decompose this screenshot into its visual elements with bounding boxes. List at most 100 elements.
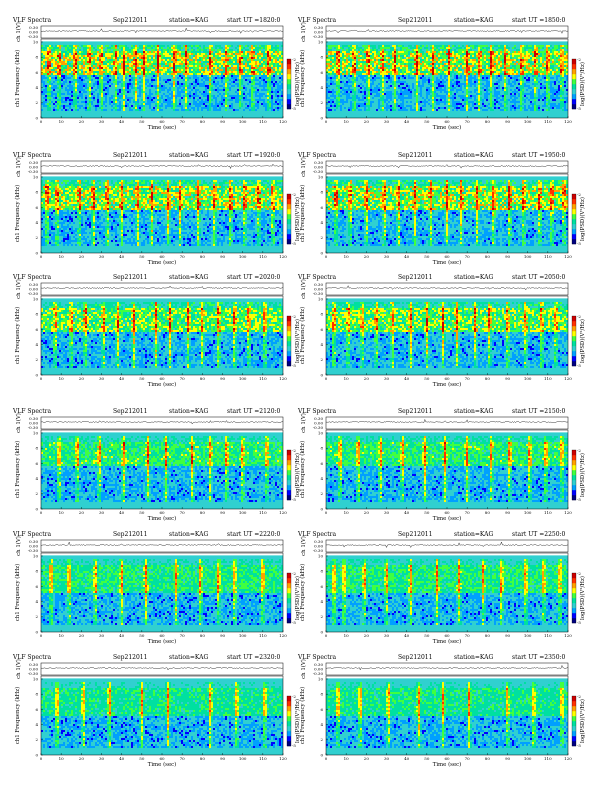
waveform-tick-label: -0.30	[313, 671, 324, 676]
y-tick-label: 4	[320, 342, 323, 347]
x-tick-label: 90	[505, 756, 511, 761]
x-tick-label: 40	[119, 633, 125, 638]
waveform-axis-label: ch 1(V)	[300, 536, 307, 556]
y-tick-label: 10	[318, 174, 324, 179]
x-tick-label: 10	[59, 376, 65, 381]
y-tick-label: 8	[320, 55, 323, 60]
x-tick-label: 80	[200, 119, 206, 124]
y-tick-label: 4	[320, 476, 323, 481]
waveform-tick-label: 0.00	[29, 286, 38, 291]
colorbar-min: -5	[577, 241, 581, 246]
y-axis-label: ch1 Frequency (kHz)	[299, 185, 306, 243]
x-tick-label: 120	[279, 510, 287, 515]
panel-station: station=KAG	[169, 531, 208, 538]
panel-station: station=KAG	[169, 408, 208, 415]
panel-title: VLF Spectra	[297, 274, 337, 281]
x-tick-label: 20	[79, 254, 85, 259]
panel-title: VLF Spectra	[297, 531, 337, 538]
y-tick-label: 8	[320, 190, 323, 195]
waveform-tick-label: -0.30	[313, 34, 324, 39]
x-tick-label: 70	[180, 254, 186, 259]
waveform-trace	[325, 418, 569, 423]
x-tick-label: 90	[220, 633, 226, 638]
y-axis-label: ch1 Frequency (kHz)	[14, 307, 21, 365]
x-tick-label: 10	[59, 254, 65, 259]
x-tick-label: 60	[159, 254, 165, 259]
y-tick-label: 10	[33, 676, 39, 681]
colorbar-max: -2	[577, 448, 581, 453]
x-tick-label: 30	[99, 376, 105, 381]
spectrogram-cells	[326, 559, 568, 625]
x-tick-label: 100	[239, 254, 247, 259]
spectrogram-cells	[326, 302, 568, 368]
waveform-tick-label: 0.00	[29, 543, 38, 548]
x-tick-label: 70	[180, 119, 186, 124]
x-tick-label: 120	[279, 119, 287, 124]
waveform-axis-label: ch 1(V)	[15, 279, 22, 299]
panel-station: station=KAG	[169, 152, 208, 159]
x-tick-label: 60	[444, 376, 450, 381]
panel-date: Sep212011	[398, 408, 432, 415]
panel-station: station=KAG	[454, 274, 493, 281]
panel-start-ut: start UT =2220:0	[227, 531, 281, 538]
x-tick-label: 50	[139, 376, 145, 381]
waveform-tick-label: -0.30	[28, 34, 39, 39]
x-axis-label: Time (sec)	[148, 638, 177, 645]
waveform-trace	[40, 285, 284, 289]
colorbar-min: -5	[577, 106, 581, 111]
waveform-frame	[40, 282, 284, 296]
y-tick-label: 6	[320, 327, 323, 332]
spectrogram-cells	[41, 180, 283, 246]
panel-title: VLF Spectra	[12, 408, 52, 415]
colorbar-label: log(PSD)(V²/Hz)	[579, 576, 586, 620]
panel-date: Sep212011	[398, 654, 432, 661]
y-tick-label: 8	[320, 446, 323, 451]
waveform-axis-label: ch 1(V)	[300, 279, 307, 299]
x-tick-label: 100	[239, 510, 247, 515]
y-tick-label: 6	[320, 205, 323, 210]
x-tick-label: 80	[200, 633, 206, 638]
x-tick-label: 90	[505, 254, 511, 259]
waveform-axis-label: ch 1(V)	[300, 157, 307, 177]
x-axis-label: Time (sec)	[148, 761, 177, 768]
waveform-frame	[40, 160, 284, 174]
waveform-trace	[40, 420, 284, 425]
panel-date: Sep212011	[113, 17, 147, 24]
x-tick-label: 80	[485, 254, 491, 259]
panel-start-ut: start UT =2350:0	[512, 654, 566, 661]
spectrogram-cells	[326, 45, 568, 111]
colorbar-min: -5	[577, 497, 581, 502]
x-tick-label: 0	[325, 254, 328, 259]
panel-start-ut: start UT =2120:0	[227, 408, 281, 415]
colorbar-label: log(PSD)(V²/Hz)	[579, 453, 586, 497]
waveform-frame	[325, 282, 569, 296]
x-axis-label: Time (sec)	[148, 259, 177, 266]
y-tick-label: 4	[35, 476, 38, 481]
x-tick-label: 90	[220, 119, 226, 124]
colorbar-label: log(PSD)(V²/Hz)	[294, 197, 301, 241]
panel-title: VLF Spectra	[297, 17, 337, 24]
x-tick-label: 70	[465, 376, 471, 381]
x-tick-label: 30	[99, 510, 105, 515]
colorbar-min: -5	[292, 106, 296, 111]
x-tick-label: 0	[40, 119, 43, 124]
x-tick-label: 40	[119, 254, 125, 259]
y-tick-label: 2	[35, 357, 38, 362]
x-tick-label: 30	[99, 756, 105, 761]
panel-start-ut: start UT =1820:0	[227, 17, 281, 24]
waveform-frame	[40, 25, 284, 39]
colorbar-min: -5	[577, 363, 581, 368]
x-tick-label: 80	[200, 756, 206, 761]
y-tick-label: 6	[320, 707, 323, 712]
y-tick-label: 2	[320, 100, 323, 105]
x-tick-label: 40	[119, 510, 125, 515]
x-axis-label: Time (sec)	[148, 381, 177, 388]
panel-title: VLF Spectra	[297, 654, 337, 661]
y-tick-label: 10	[318, 39, 324, 44]
x-tick-label: 110	[544, 510, 552, 515]
panel-title: VLF Spectra	[12, 531, 52, 538]
colorbar-min: -5	[292, 497, 296, 502]
x-tick-label: 60	[159, 510, 165, 515]
